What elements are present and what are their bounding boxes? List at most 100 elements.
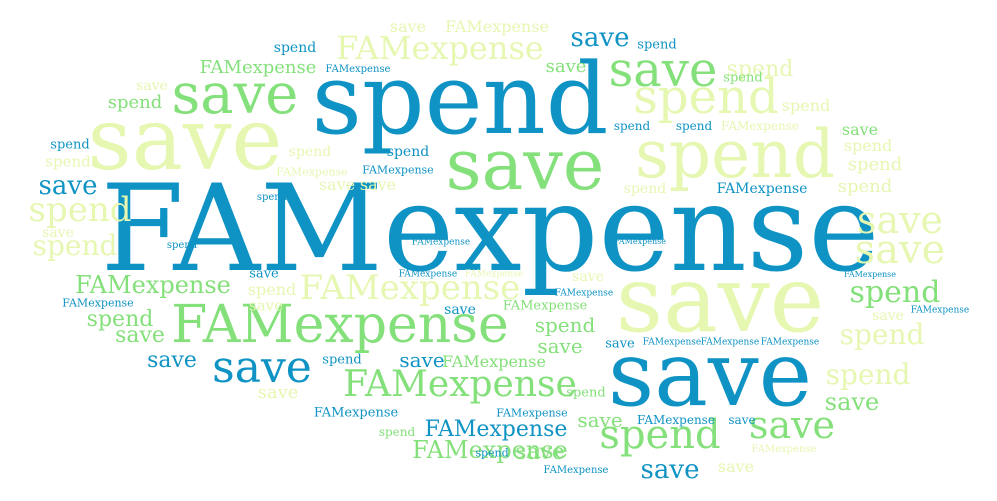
word-spend: spend <box>475 446 509 460</box>
word-spend: spend <box>825 358 911 391</box>
word-famexpense: FAMexpense <box>336 29 544 67</box>
word-famexpense: FAMexpense <box>325 64 391 75</box>
word-save: save <box>42 225 74 241</box>
word-spend: spend <box>50 137 90 153</box>
word-spend: spend <box>378 425 416 439</box>
word-famexpense: FAMexpense <box>75 271 231 299</box>
word-famexpense: FAMexpense <box>398 269 458 280</box>
word-spend: spend <box>723 70 763 86</box>
word-famexpense: FAMexpense <box>637 413 715 427</box>
word-spend: spend <box>386 144 430 160</box>
word-save: save <box>717 457 755 476</box>
word-famexpense: FAMexpense <box>442 352 546 371</box>
word-spend: spend <box>837 176 893 197</box>
word-save: save <box>249 266 279 282</box>
word-famexpense: FAMexpense <box>171 295 509 355</box>
word-spend: spend <box>311 43 609 157</box>
word-famexpense: FAMexpense <box>721 119 799 133</box>
word-spend: spend <box>843 136 893 155</box>
word-spend: spend <box>86 307 154 332</box>
word-spend: spend <box>599 412 721 458</box>
word-famexpense: FAMexpense <box>910 305 970 316</box>
word-save: save <box>115 323 165 348</box>
word-famexpense: FAMexpense <box>62 296 134 310</box>
word-spend: spend <box>45 152 91 171</box>
word-save: save <box>87 90 283 190</box>
word-save: save <box>615 246 825 353</box>
word-save: save <box>577 408 623 432</box>
word-spend: spend <box>781 96 831 115</box>
word-famexpense: FAMexpense <box>844 270 896 279</box>
word-save: save <box>545 56 587 77</box>
word-famexpense: FAMexpense <box>700 337 760 348</box>
word-save: save <box>608 322 812 427</box>
word-save: save <box>147 348 197 373</box>
word-spend: spend <box>849 275 941 310</box>
word-save: save <box>748 403 836 447</box>
word-spend: spend <box>839 318 925 351</box>
word-save: save <box>570 23 630 53</box>
word-spend: spend <box>256 192 288 203</box>
word-spend: spend <box>28 190 132 230</box>
word-famexpense: FAMexpense <box>411 237 471 248</box>
word-famexpense: FAMexpense <box>362 163 434 177</box>
word-famexpense: FAMexpense <box>445 17 549 36</box>
word-famexpense: FAMexpense <box>100 160 880 299</box>
word-save: save <box>171 62 299 127</box>
word-save: save <box>318 175 356 194</box>
word-famexpense: FAMexpense <box>760 337 820 348</box>
word-spend: spend <box>566 385 606 401</box>
word-save: save <box>537 334 583 358</box>
word-famexpense: FAMexpense <box>424 417 568 442</box>
word-save: save <box>444 302 476 318</box>
word-spend: spend <box>534 313 596 337</box>
word-famexpense: FAMexpense <box>502 298 588 314</box>
word-save: save <box>136 78 168 94</box>
word-famexpense: FAMexpense <box>751 444 817 455</box>
word-save: save <box>608 42 718 98</box>
word-famexpense: FAMexpense <box>496 406 568 420</box>
word-save: save <box>249 296 283 315</box>
word-famexpense: FAMexpense <box>313 405 399 421</box>
word-spend: spend <box>635 116 835 193</box>
word-save: save <box>572 269 604 285</box>
word-spend: spend <box>32 229 118 262</box>
word-famexpense: FAMexpense <box>276 165 348 179</box>
word-spend: spend <box>613 119 651 133</box>
word-spend: spend <box>623 181 667 197</box>
word-spend: spend <box>166 240 198 251</box>
word-famexpense: FAMexpense <box>464 269 524 280</box>
word-save: save <box>389 17 427 36</box>
word-famexpense: FAMexpense <box>412 436 568 464</box>
word-famexpense: FAMexpense <box>554 288 614 299</box>
word-spend: spend <box>726 57 794 82</box>
word-save: save <box>605 336 635 352</box>
word-spend: spend <box>247 280 297 299</box>
word-save: save <box>257 382 299 403</box>
word-spend: spend <box>273 40 317 56</box>
word-save: save <box>872 308 904 324</box>
word-save: save <box>841 120 879 139</box>
word-famexpense: FAMexpense <box>343 364 577 405</box>
word-save: save <box>854 227 946 273</box>
word-save: save <box>212 342 312 393</box>
word-save: save <box>445 124 605 206</box>
word-famexpense: FAMexpense <box>642 337 702 348</box>
word-save: save <box>728 413 756 427</box>
word-famexpense: FAMexpense <box>716 181 808 197</box>
word-save: save <box>38 171 98 201</box>
word-spend: spend <box>107 92 163 113</box>
word-save: save <box>515 440 565 465</box>
word-save: save <box>640 455 700 485</box>
word-famexpense: FAMexpense <box>199 57 317 78</box>
word-save: save <box>399 348 445 372</box>
word-save: save <box>359 175 397 194</box>
word-spend: spend <box>675 119 713 133</box>
word-save: save <box>824 388 880 416</box>
word-spend: spend <box>322 352 362 368</box>
word-famexpense: FAMexpense <box>299 268 521 308</box>
word-save: save <box>856 198 944 242</box>
word-spend: spend <box>637 37 677 53</box>
word-spend: spend <box>847 154 903 175</box>
